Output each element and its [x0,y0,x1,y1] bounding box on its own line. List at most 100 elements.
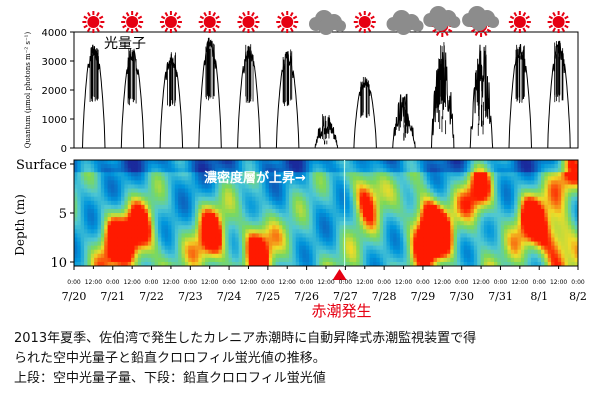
heatmap-cell [356,253,361,259]
heatmap-cell [255,180,260,186]
heatmap-cell [504,245,509,251]
heatmap-cell [208,204,213,210]
heatmap-cell [510,241,515,247]
heatmap-cell [349,257,354,263]
heatmap-cell [393,164,398,169]
heatmap-cell [181,249,186,255]
heatmap-cell [117,192,122,198]
heatmap-cell [188,241,193,247]
heatmap-cell [188,249,193,255]
heatmap-cell [483,168,488,173]
heatmap-cell [393,237,398,243]
chlorophyll-heatmap-panel: 濃密度層が上昇→赤潮発生 [73,159,579,320]
heatmap-cell [393,241,398,247]
heatmap-cell [127,253,132,259]
heatmap-cell [161,168,166,173]
heatmap-cell [141,184,146,190]
heatmap-cell [77,180,82,186]
heatmap-cell [168,188,173,194]
heatmap-cell [547,188,552,194]
heatmap-cell [517,208,522,214]
heatmap-cell [275,237,280,243]
heatmap-cell [567,160,572,165]
heatmap-cell [168,164,173,169]
heatmap-cell [285,184,290,190]
heatmap-cell [537,180,542,186]
heatmap-cell [295,180,300,186]
heatmap-cell [457,176,461,181]
heatmap-cell [564,196,569,202]
heatmap-cell [94,192,99,198]
heatmap-cell [430,168,435,173]
heatmap-cell [121,168,125,173]
heatmap-cell [467,180,472,186]
heatmap-cell [352,245,357,251]
heatmap-cell [490,241,495,247]
heatmap-cell [242,184,246,190]
heatmap-cell [158,241,162,247]
x-time-label-1200: 12:00 [317,279,334,286]
heatmap-cell [383,184,388,190]
heatmap-cell [329,261,334,266]
heatmap-cell [534,176,539,181]
heatmap-cell [87,225,92,230]
heatmap-cell [198,160,203,165]
heatmap-cell [295,172,300,177]
heatmap-cell [77,168,82,173]
heatmap-cell [131,225,136,230]
heatmap-cell [121,237,125,243]
heatmap-cell [436,180,441,186]
heatmap-cell [215,184,220,190]
heatmap-cell [561,245,566,251]
heatmap-cell [396,253,401,259]
heatmap-cell [396,172,401,177]
heatmap-cell [574,233,578,239]
heatmap-cell [205,200,209,206]
heatmap-cell [373,188,377,194]
x-time-label-0000: 0:00 [455,279,469,286]
heatmap-cell [90,200,95,206]
heatmap-cell [231,168,236,173]
heatmap-cell [362,172,367,177]
heatmap-cell [238,164,243,169]
heatmap-cell [77,241,82,247]
heatmap-cell [161,261,166,266]
heatmap-cell [178,233,183,239]
heatmap-cell [315,204,320,210]
heatmap-cell [117,204,122,210]
heatmap-cell [433,204,438,210]
heatmap-cell [258,229,263,234]
heatmap-cell [329,176,334,181]
heatmap-cell [547,221,552,226]
heatmap-cell [393,229,398,234]
heatmap-cell [215,192,220,198]
heatmap-cell [571,261,576,266]
heatmap-cell [231,221,236,226]
heatmap-cell [238,213,243,218]
heatmap-cell [194,176,199,181]
heatmap-cell [517,176,522,181]
heatmap-cell [520,249,525,255]
heatmap-cell [191,241,196,247]
heatmap-cell [87,208,92,214]
heatmap-cell [483,253,488,259]
heatmap-cell [373,257,377,263]
sun-disc [242,16,255,28]
heatmap-cell [194,196,199,202]
heatmap-cell [218,213,223,218]
heatmap-cell [117,257,122,263]
heatmap-cell [268,188,273,194]
heatmap-cell [248,188,253,194]
heatmap-cell [94,225,99,230]
heatmap-cell [282,196,287,202]
heatmap-cell [265,257,270,263]
heatmap-cell [134,168,139,173]
heatmap-cell [504,176,509,181]
heatmap-cell [218,245,223,251]
heatmap-cell [137,217,142,222]
heatmap-cell [74,241,78,247]
heatmap-cell [373,160,377,165]
heatmap-cell [258,213,263,218]
heatmap-cell [312,188,317,194]
heatmap-cell [305,221,310,226]
